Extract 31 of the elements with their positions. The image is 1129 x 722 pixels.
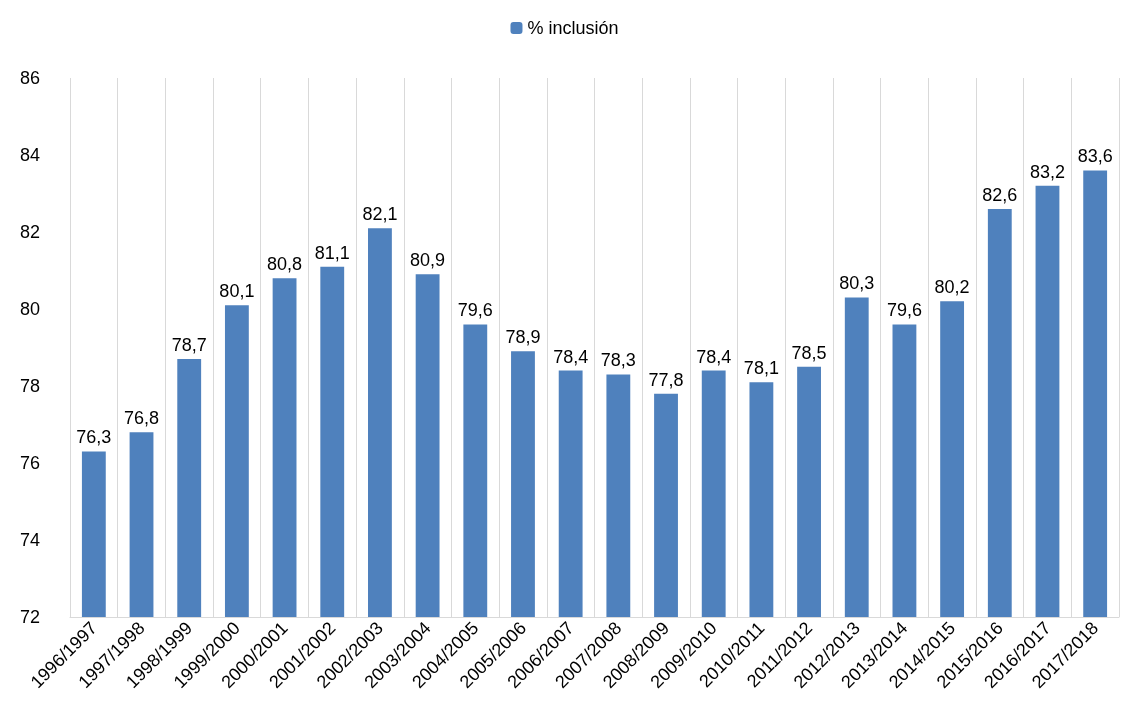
data-label: 78,9	[505, 327, 541, 348]
y-tick-label: 76	[19, 453, 40, 473]
data-label: 76,3	[76, 427, 112, 448]
data-label: 78,7	[171, 335, 207, 356]
data-label: 76,8	[124, 408, 160, 429]
data-label: 80,1	[219, 281, 255, 302]
y-tick-label: 74	[19, 530, 40, 550]
y-tick-label: 86	[19, 68, 40, 88]
data-label: 78,4	[553, 346, 589, 367]
data-label: 78,3	[600, 350, 636, 371]
data-label: 77,8	[648, 369, 684, 390]
y-tick-label: 78	[19, 376, 40, 396]
data-label: 82,1	[362, 204, 398, 225]
data-label: 79,6	[886, 300, 922, 321]
data-label: 78,5	[791, 342, 827, 363]
data-label: 83,6	[1077, 146, 1113, 167]
legend-label: % inclusión	[527, 18, 619, 38]
y-tick-label: 84	[19, 145, 40, 165]
data-label: 83,2	[1029, 161, 1065, 182]
data-label: 81,1	[314, 242, 350, 263]
data-label: 80,9	[410, 250, 446, 271]
data-label: 80,8	[267, 254, 303, 275]
data-label: 80,3	[839, 273, 875, 294]
y-tick-label: 80	[19, 299, 40, 319]
y-tick-label: 82	[19, 222, 40, 242]
data-label: 78,4	[696, 346, 732, 367]
y-tick-label: 72	[19, 607, 40, 627]
data-label: 80,2	[934, 277, 970, 298]
data-label: 82,6	[982, 184, 1018, 205]
data-label: 79,6	[457, 300, 493, 321]
data-label: 78,1	[743, 358, 779, 379]
